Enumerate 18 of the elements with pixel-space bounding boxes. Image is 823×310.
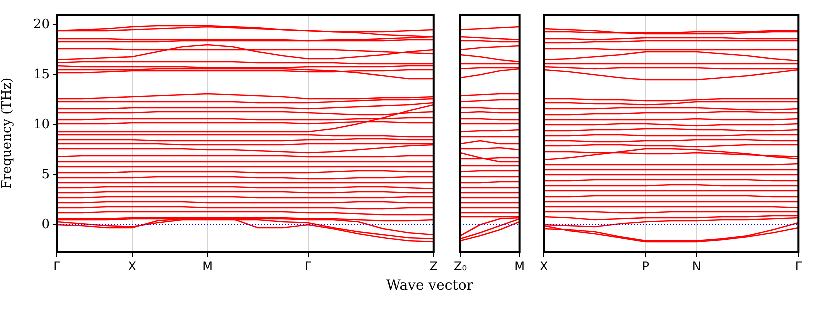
x-tick-label: Γ <box>304 259 312 274</box>
y-tick-label: 0 <box>42 217 50 232</box>
x-tick-label: N <box>692 259 702 274</box>
x-tick-label: Γ <box>54 259 61 274</box>
x-tick-label: M <box>202 259 213 274</box>
x-tick-label: X <box>540 259 548 274</box>
y-axis-title: Frequency (THz) <box>0 78 16 190</box>
y-tick-label: 10 <box>33 117 50 132</box>
x-tick-label: Z <box>430 259 438 274</box>
y-tick-label: 15 <box>33 67 50 82</box>
x-tick-label: Γ <box>795 259 802 274</box>
x-tick-label: M <box>514 259 526 274</box>
x-tick-label: X <box>128 259 136 274</box>
y-tick-label: 5 <box>42 167 50 182</box>
x-tick-label: P <box>642 259 650 274</box>
x-axis-title: Wave vector <box>386 278 474 294</box>
x-tick-label: Z₀ <box>454 259 468 274</box>
y-tick-label: 20 <box>33 17 50 32</box>
